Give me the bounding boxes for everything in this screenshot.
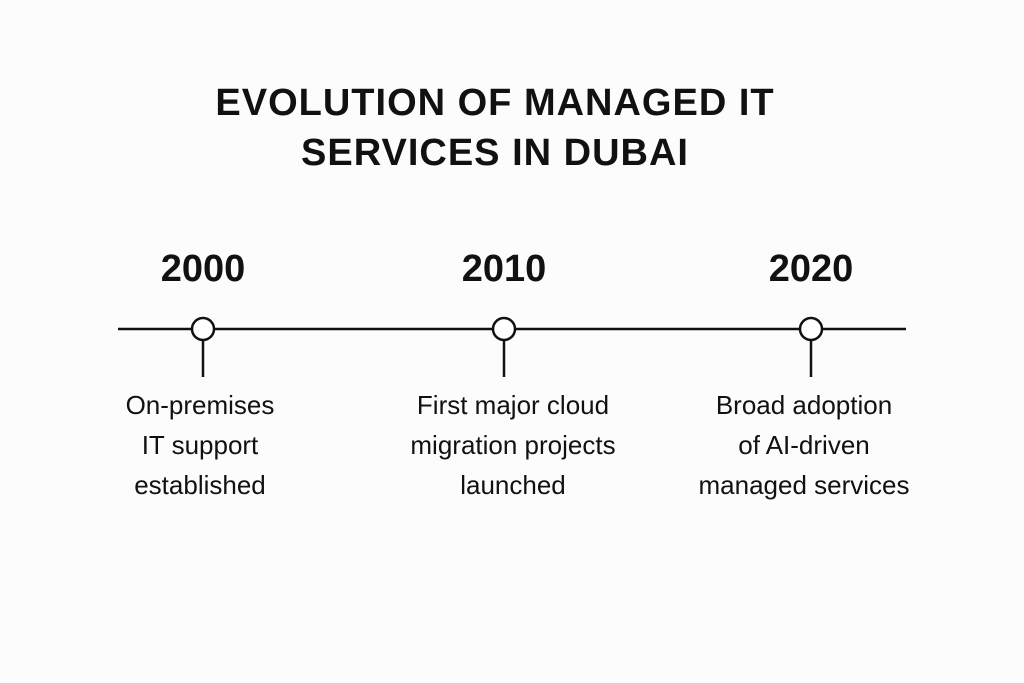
description-line: established (134, 470, 266, 500)
title-line-2: SERVICES IN DUBAI (301, 132, 689, 174)
description-line: of AI-driven (738, 430, 870, 460)
milestone-description-2010: First major cloud migration projects lau… (373, 385, 653, 505)
milestone-description-2020: Broad adoption of AI-driven managed serv… (664, 385, 944, 505)
milestone-year-2000: 2000 (160, 248, 246, 290)
description-line: IT support (141, 430, 259, 460)
milestone-description-2000: On-premises IT support established (60, 385, 340, 505)
description-line: Broad adoption (715, 390, 893, 420)
milestone-year-2020: 2020 (768, 248, 854, 290)
description-line: managed services (698, 470, 910, 500)
milestone-marker-2000 (190, 316, 216, 342)
milestone-marker-2020 (798, 316, 824, 342)
title-line-1: EVOLUTION OF MANAGED IT (215, 82, 775, 124)
description-line: On-premises (125, 390, 275, 420)
description-line: migration projects (410, 430, 616, 460)
description-line: launched (460, 470, 566, 500)
description-line: First major cloud (416, 390, 610, 420)
diagram-title: EVOLUTION OF MANAGED IT SERVICES IN DUBA… (0, 78, 990, 178)
milestone-year-2010: 2010 (461, 248, 547, 290)
milestone-marker-2010 (491, 316, 517, 342)
